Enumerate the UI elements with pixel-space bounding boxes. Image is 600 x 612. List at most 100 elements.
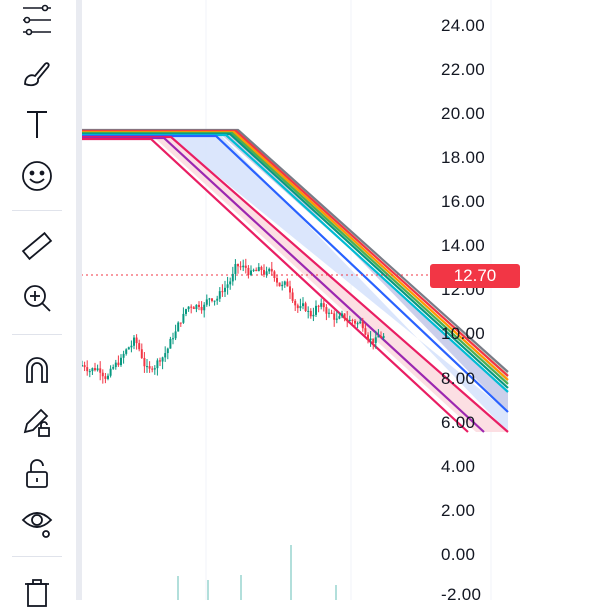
candle-body bbox=[335, 318, 338, 320]
candle-body bbox=[265, 271, 268, 275]
candle-body bbox=[234, 264, 237, 274]
candle-body bbox=[346, 318, 349, 321]
candle-body bbox=[317, 305, 320, 307]
zoom-in-icon bbox=[24, 285, 51, 312]
candle-body bbox=[372, 338, 375, 343]
candle-body bbox=[333, 313, 336, 320]
magnet-icon bbox=[26, 357, 48, 383]
candle-body bbox=[252, 269, 255, 271]
candle-body bbox=[211, 298, 213, 301]
candle-body bbox=[278, 282, 281, 287]
delete-tool-button[interactable] bbox=[14, 572, 60, 612]
candle-body bbox=[195, 304, 198, 310]
ruler-icon bbox=[21, 231, 53, 261]
candle-body bbox=[127, 347, 130, 350]
candle-body bbox=[237, 264, 239, 267]
candle-body bbox=[330, 312, 333, 314]
candle-body bbox=[177, 322, 180, 332]
candle-body bbox=[239, 266, 242, 268]
candle-body bbox=[83, 365, 86, 368]
candle-body bbox=[312, 314, 315, 317]
candle-body bbox=[122, 353, 125, 358]
candle-body bbox=[99, 368, 102, 373]
candle-body bbox=[218, 291, 221, 299]
candle-body bbox=[351, 319, 354, 321]
price-axis-label: 18.00 bbox=[441, 148, 486, 167]
candle-body bbox=[109, 368, 112, 376]
candle-body bbox=[224, 287, 226, 292]
candle-body bbox=[198, 304, 200, 307]
candle-body bbox=[133, 337, 135, 346]
price-axis-label: 10.00 bbox=[441, 324, 486, 343]
brush-icon bbox=[24, 62, 50, 87]
candle-body bbox=[322, 303, 325, 308]
candle-body bbox=[107, 375, 109, 379]
text-tool-button[interactable] bbox=[14, 104, 60, 144]
candle-body bbox=[117, 362, 120, 366]
brush-tool-button[interactable] bbox=[14, 52, 60, 92]
current-price-badge: 12.70 bbox=[430, 264, 520, 288]
candle-body bbox=[226, 284, 229, 288]
price-axis-label: 8.00 bbox=[441, 369, 476, 388]
hide-drawings-tool-button[interactable] bbox=[14, 502, 60, 542]
toolbar-scroll-edge[interactable] bbox=[76, 0, 82, 600]
candle-body bbox=[307, 310, 310, 312]
candle-body bbox=[281, 284, 284, 287]
candle-body bbox=[359, 321, 362, 324]
candle-body bbox=[247, 267, 250, 275]
candle-body bbox=[231, 273, 234, 282]
lock-all-tool-button[interactable] bbox=[14, 454, 60, 494]
toolbar-divider bbox=[12, 556, 62, 557]
fib-channel-tool-button[interactable] bbox=[14, 0, 60, 40]
fib-channel-icon bbox=[23, 4, 51, 36]
candle-body bbox=[182, 313, 185, 323]
chart-area[interactable] bbox=[76, 0, 600, 600]
candle-body bbox=[250, 270, 252, 275]
candle-body bbox=[268, 268, 271, 272]
candle-body bbox=[156, 360, 159, 369]
candle-body bbox=[159, 360, 161, 362]
candle-body bbox=[283, 281, 286, 285]
candle-body bbox=[382, 335, 385, 338]
ruler-tool-button[interactable] bbox=[14, 226, 60, 266]
candle-body bbox=[86, 367, 89, 372]
candle-body bbox=[143, 357, 146, 367]
candle-body bbox=[120, 357, 122, 366]
candle-body bbox=[179, 322, 182, 324]
candle-body bbox=[187, 306, 190, 310]
candle-body bbox=[291, 292, 294, 301]
candle-body bbox=[270, 268, 273, 272]
toolbar-divider bbox=[12, 334, 62, 335]
toolbar-divider bbox=[12, 210, 62, 211]
candle-body bbox=[153, 368, 156, 370]
lock-drawing-tool-button[interactable] bbox=[14, 402, 60, 442]
eye-icon bbox=[21, 512, 53, 538]
unlock-icon bbox=[26, 459, 48, 488]
magnet-tool-button[interactable] bbox=[14, 350, 60, 390]
candle-body bbox=[304, 303, 307, 311]
price-axis-label: 20.00 bbox=[441, 104, 486, 123]
candle-body bbox=[341, 313, 343, 317]
price-axis-label: 4.00 bbox=[441, 457, 476, 476]
candle-body bbox=[263, 269, 265, 275]
candle-body bbox=[205, 299, 208, 305]
price-axis-label: 0.00 bbox=[441, 545, 476, 564]
candle-body bbox=[354, 320, 356, 324]
zoom-in-tool-button[interactable] bbox=[14, 278, 60, 318]
candle-body bbox=[125, 349, 128, 354]
candle-body bbox=[94, 368, 96, 371]
candle-body bbox=[294, 300, 297, 306]
candle-body bbox=[361, 321, 364, 329]
candle-body bbox=[166, 348, 169, 354]
price-chart[interactable] bbox=[76, 0, 600, 600]
price-axis-label: 16.00 bbox=[441, 192, 486, 211]
candle-body bbox=[104, 376, 107, 379]
candle-body bbox=[174, 331, 177, 339]
emoji-tool-button[interactable] bbox=[14, 156, 60, 196]
candle-body bbox=[190, 306, 193, 308]
trash-icon bbox=[25, 579, 49, 607]
candle-body bbox=[112, 367, 115, 369]
candle-body bbox=[255, 269, 258, 272]
candle-body bbox=[151, 368, 154, 370]
price-axis-label: 2.00 bbox=[441, 501, 476, 520]
